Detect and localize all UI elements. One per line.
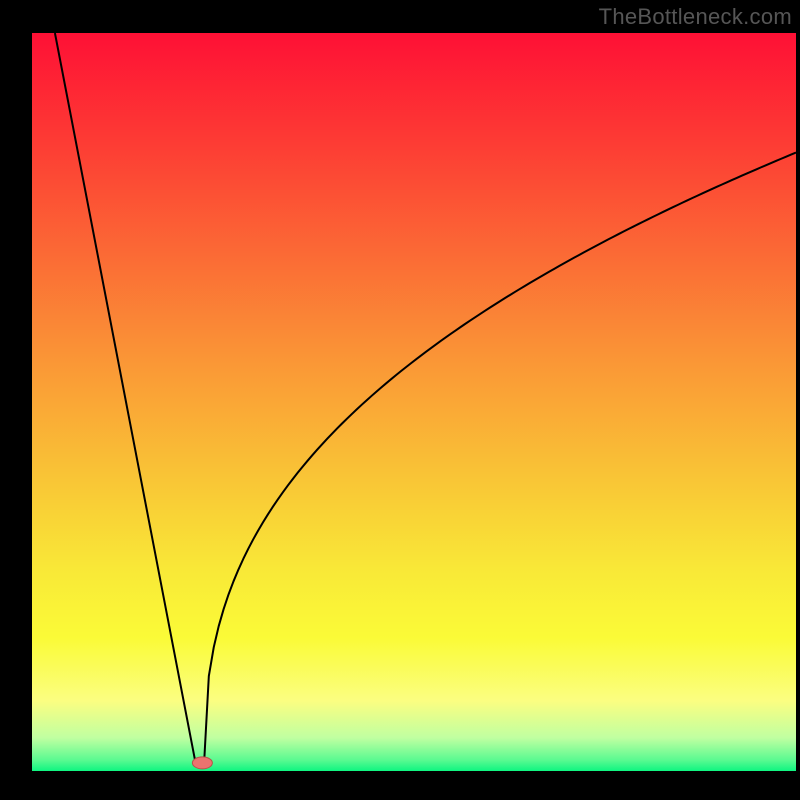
watermark-text: TheBottleneck.com — [599, 4, 792, 30]
chart-container: TheBottleneck.com — [0, 0, 800, 800]
heatmap-gradient-background — [32, 33, 796, 771]
valley-marker — [192, 757, 212, 769]
gradient-background — [32, 33, 796, 771]
plot-area — [32, 33, 796, 771]
